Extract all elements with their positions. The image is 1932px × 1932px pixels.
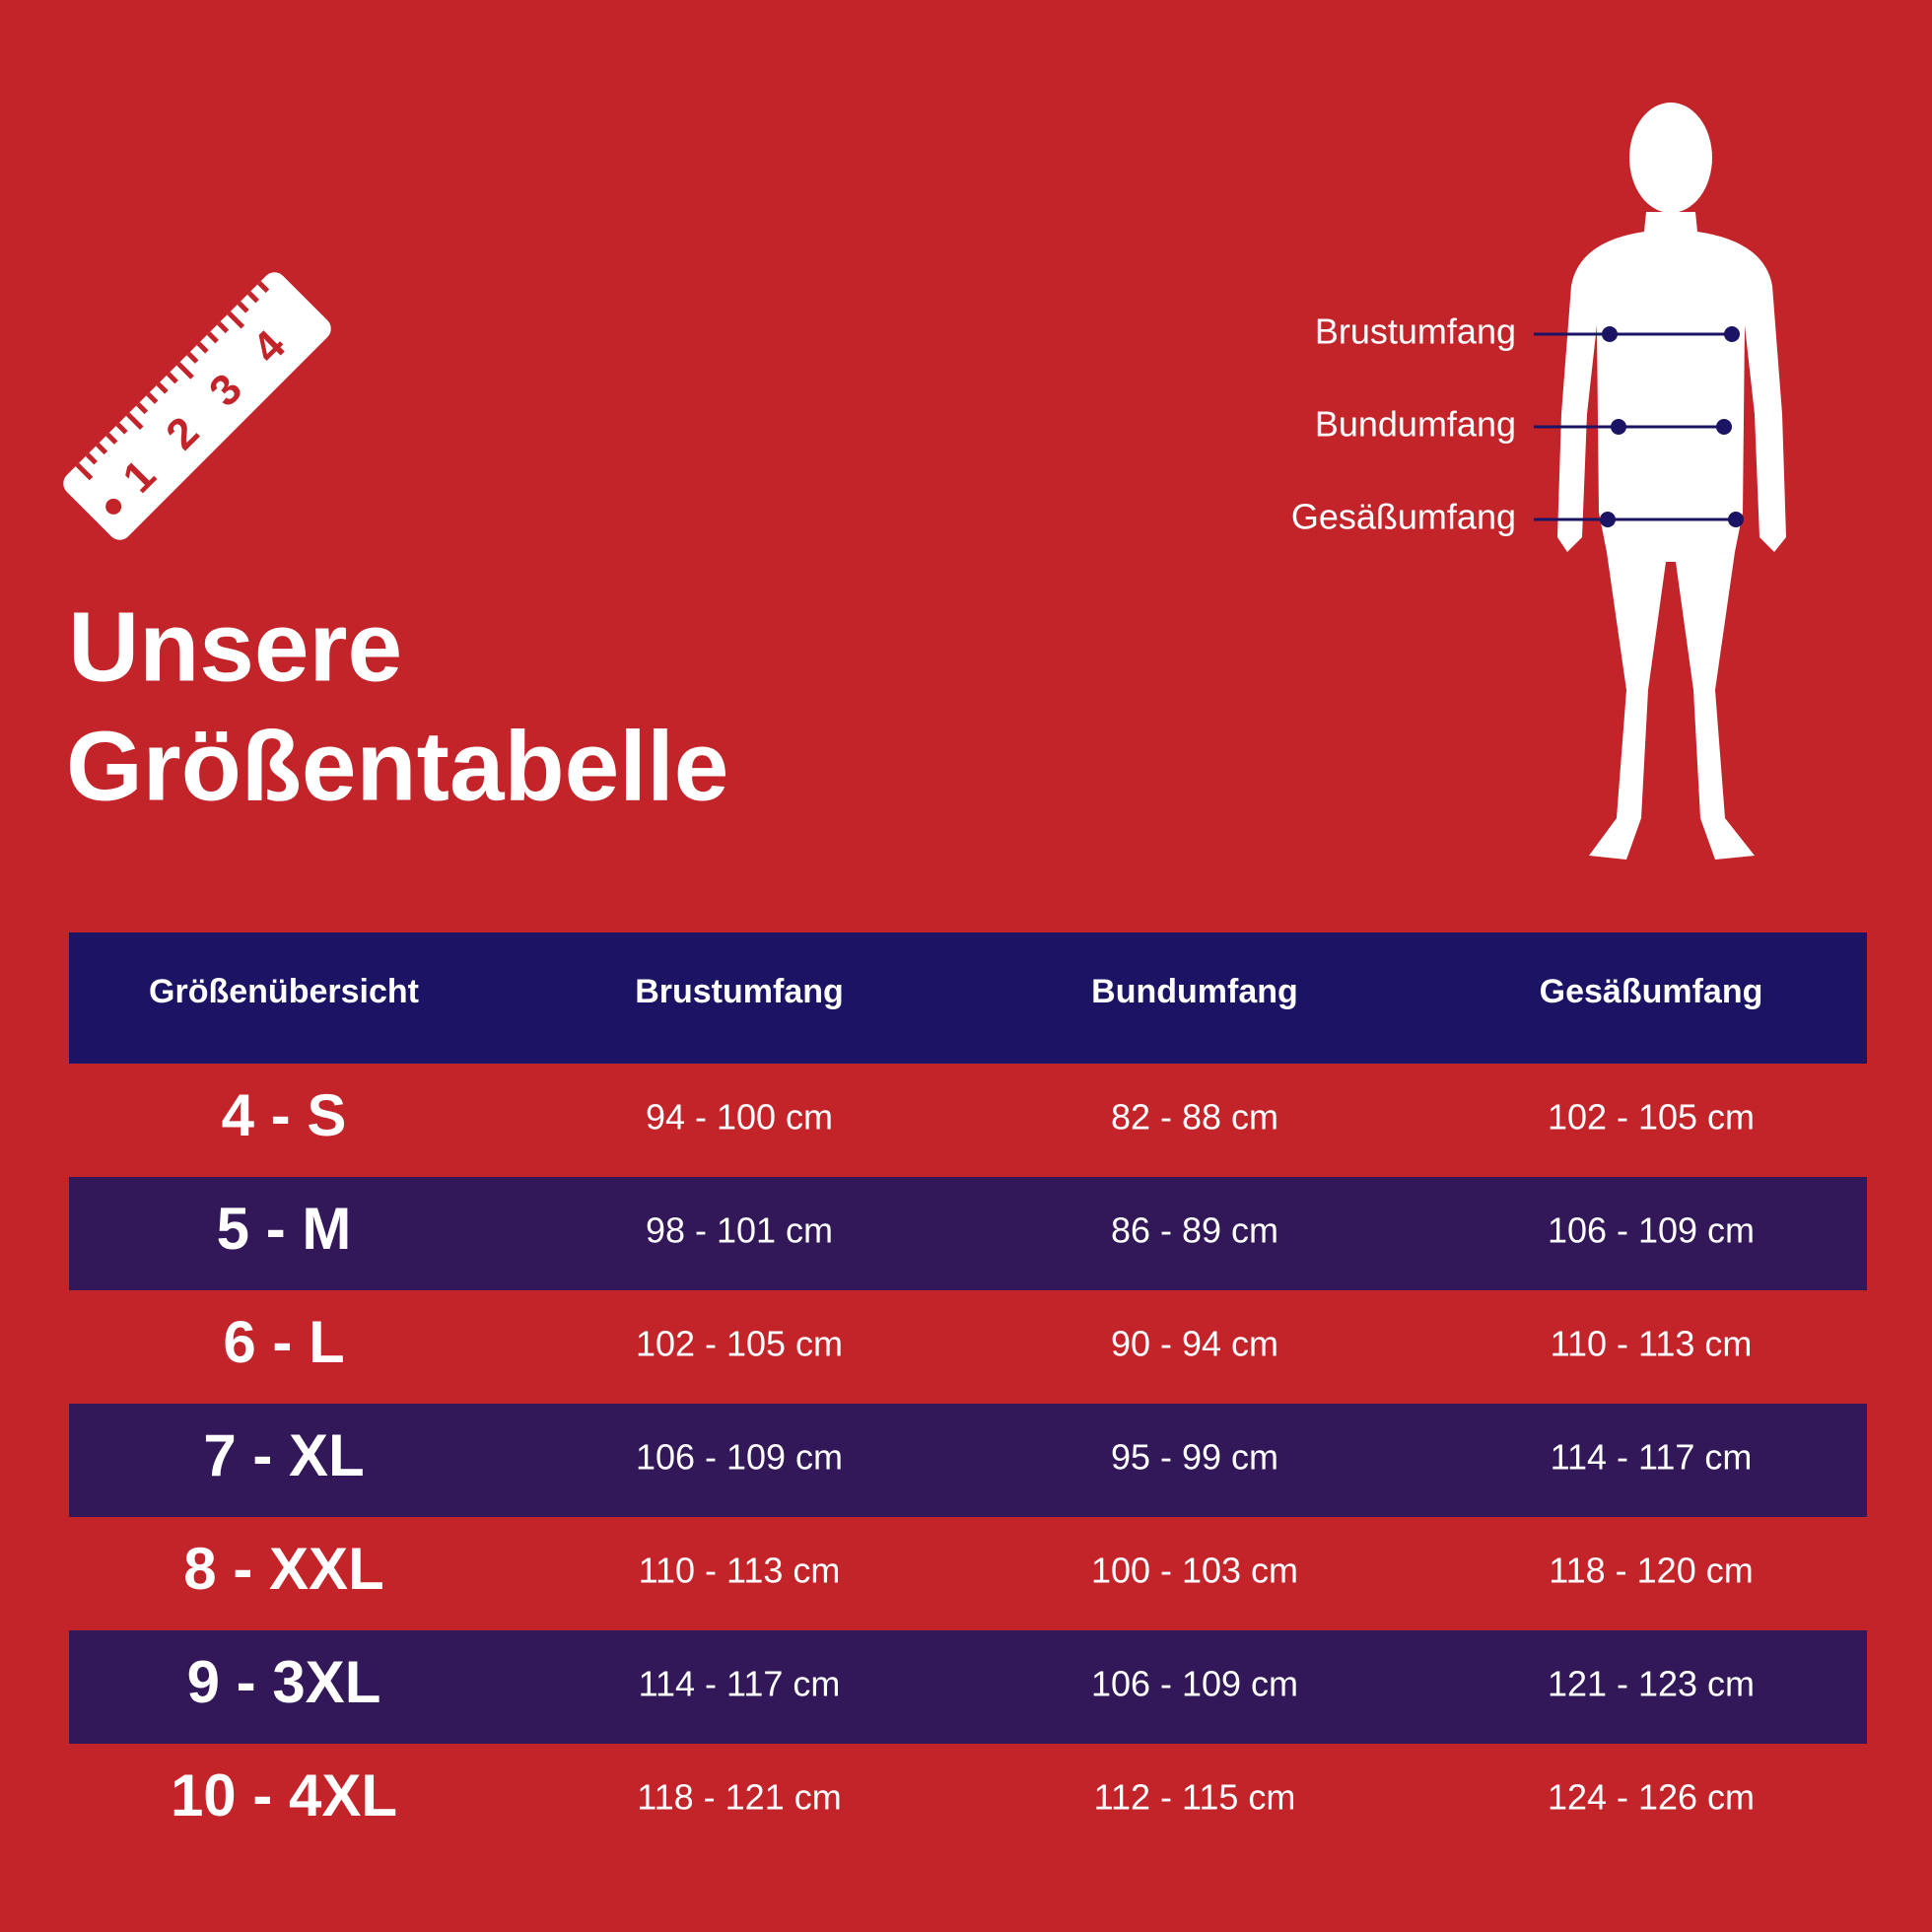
size-label: 5 - M — [217, 1196, 352, 1262]
ruler-tick — [96, 443, 108, 455]
measurement-dot — [1611, 419, 1626, 435]
ruler-tick — [156, 381, 169, 394]
size-label: 8 - XXL — [183, 1536, 383, 1602]
ruler-tick — [206, 331, 219, 344]
ruler-tick — [85, 452, 98, 465]
size-label: 4 - S — [222, 1082, 347, 1148]
ruler-hole — [105, 498, 122, 515]
ruler-tick — [146, 391, 159, 404]
ruler-tick — [257, 281, 270, 294]
table-header-cell: Brustumfang — [635, 973, 844, 1010]
table-cell: 118 - 121 cm — [637, 1777, 841, 1818]
table-cell: 106 - 109 cm — [636, 1437, 843, 1478]
table-cell: 110 - 113 cm — [1551, 1324, 1753, 1364]
measurement-label: Gesäßumfang — [1291, 497, 1516, 537]
table-row-bg — [69, 1404, 1867, 1517]
table-cell: 86 - 89 cm — [1111, 1210, 1278, 1251]
table-cell: 102 - 105 cm — [1548, 1097, 1755, 1138]
size-label: 6 - L — [223, 1309, 344, 1375]
ruler-tick — [75, 462, 94, 481]
table-cell: 106 - 109 cm — [1091, 1664, 1298, 1704]
table-cell: 112 - 115 cm — [1094, 1777, 1296, 1818]
ruler-tick — [176, 362, 194, 380]
title-line: Größentabelle — [66, 711, 728, 821]
table-cell: 100 - 103 cm — [1091, 1551, 1298, 1591]
body-head — [1629, 103, 1712, 213]
ruler-tick — [115, 422, 128, 435]
table-cell: 82 - 88 cm — [1111, 1097, 1278, 1138]
table-header-cell: Größenübersicht — [149, 973, 419, 1010]
table-row-bg — [69, 1177, 1867, 1290]
ruler-tick — [105, 432, 118, 445]
table-cell: 95 - 99 cm — [1111, 1437, 1278, 1478]
table-cell: 114 - 117 cm — [1551, 1437, 1753, 1478]
table-cell: 94 - 100 cm — [646, 1097, 833, 1138]
measurement-dot — [1716, 419, 1732, 435]
ruler-tick — [166, 372, 178, 384]
size-label: 7 - XL — [203, 1422, 364, 1488]
table-header-cell: Bundumfang — [1091, 973, 1298, 1010]
table-header-bg — [69, 932, 1867, 1064]
body-silhouette — [1557, 212, 1786, 860]
size-label: 9 - 3XL — [187, 1649, 381, 1715]
measurement-dot — [1724, 326, 1740, 342]
ruler-tick — [196, 341, 209, 354]
ruler-body — [63, 272, 331, 540]
table-cell: 110 - 113 cm — [639, 1551, 841, 1591]
table-cell: 106 - 109 cm — [1548, 1210, 1755, 1251]
ruler-tick — [227, 310, 245, 329]
measurement-dot — [1728, 512, 1744, 527]
ruler-tick — [125, 412, 144, 431]
table-cell: 118 - 120 cm — [1549, 1551, 1753, 1591]
measurement-dot — [1602, 326, 1618, 342]
ruler-tick — [186, 351, 199, 364]
table-cell: 98 - 101 cm — [646, 1210, 833, 1251]
size-label: 10 - 4XL — [171, 1762, 397, 1828]
ruler-tick — [217, 321, 230, 334]
table-row-bg — [69, 1630, 1867, 1744]
title-line: Unsere — [68, 591, 402, 702]
measurement-dot — [1600, 512, 1616, 527]
table-cell: 114 - 117 cm — [639, 1664, 841, 1704]
ruler-tick — [136, 402, 149, 415]
table-cell: 121 - 123 cm — [1548, 1664, 1755, 1704]
ruler-tick — [246, 291, 259, 304]
table-cell: 124 - 126 cm — [1548, 1777, 1755, 1818]
table-cell: 102 - 105 cm — [636, 1324, 843, 1364]
measurement-label: Brustumfang — [1315, 311, 1516, 352]
ruler-tick — [237, 301, 249, 313]
table-header-cell: Gesäßumfang — [1540, 973, 1763, 1010]
table-cell: 90 - 94 cm — [1111, 1324, 1278, 1364]
measurement-label: Bundumfang — [1315, 404, 1516, 445]
